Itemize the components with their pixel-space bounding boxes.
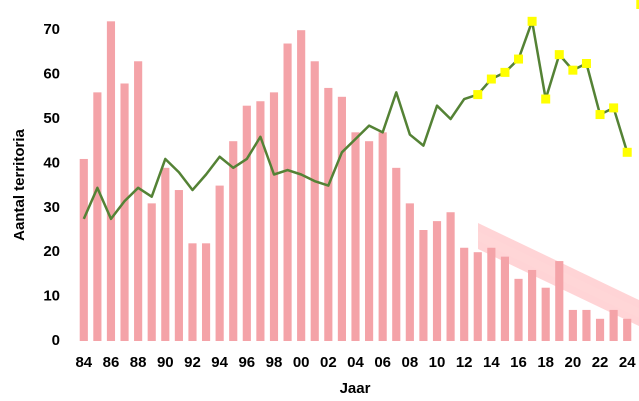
bar [568,309,577,341]
x-tick-label: 16 [510,354,527,371]
x-tick-label: 96 [238,354,255,371]
bar [595,318,605,341]
marker [527,16,537,26]
marker [500,67,510,77]
bar [229,141,238,341]
bar [161,167,170,341]
x-tick-label: 20 [565,354,582,371]
x-tick-label: 18 [537,354,554,371]
bar [256,101,265,342]
x-tick-label: 22 [592,354,609,371]
x-tick-label: 84 [75,354,92,371]
x-tick-label: 98 [266,354,283,371]
bar [541,287,550,341]
y-tick-label: 30 [43,199,60,216]
bar [120,83,129,341]
bar [528,269,537,341]
bar [106,21,116,341]
marker [636,0,639,9]
bar [297,30,306,341]
marker [595,110,605,120]
marker [486,74,496,84]
bar [623,318,632,341]
x-tick-label: 88 [130,354,147,371]
bar [392,167,401,341]
bar [487,247,496,341]
x-tick-label: 14 [483,354,500,371]
bar [582,309,591,341]
bar [215,185,224,341]
bar [365,141,374,341]
bar [405,203,414,341]
bar [93,92,102,341]
y-tick-label: 50 [43,110,60,127]
bar [188,243,197,341]
bar [432,221,442,341]
marker [514,54,524,64]
x-tick-label: 10 [429,354,446,371]
x-tick-label: 00 [293,354,310,371]
line [82,20,629,221]
bar [242,105,251,342]
bar [460,247,469,341]
marker [554,50,564,60]
x-tick-label: 06 [374,354,391,371]
bar [324,87,333,341]
bar [500,256,510,341]
x-tick-label: 90 [157,354,174,371]
y-tick-label: 60 [43,66,60,83]
x-tick-label: 12 [456,354,473,371]
bar [337,96,346,341]
bar [473,252,482,341]
y-tick-label: 0 [52,332,60,349]
bar [134,61,143,341]
bar [147,203,156,341]
x-tick-label: 08 [401,354,418,371]
bar [174,190,183,341]
x-tick-label: 86 [103,354,120,371]
y-tick-label: 70 [43,21,60,38]
marker [609,103,619,113]
y-tick-label: 10 [43,288,60,305]
bar [514,278,523,341]
x-tick-label: 24 [619,354,636,371]
x-axis-title: Jaar [340,380,371,397]
x-tick-label: 04 [347,354,364,371]
bar [201,243,211,341]
bar [419,230,428,341]
marker [622,147,632,157]
bar [283,43,292,342]
y-tick-label: 20 [43,243,60,260]
bar [555,261,564,341]
bar [609,309,618,341]
marker [568,65,578,75]
bar [79,158,88,341]
bar [446,212,455,341]
bar [310,61,319,341]
bar [378,132,387,341]
x-tick-label: 92 [184,354,201,371]
y-tick-label: 40 [43,154,60,171]
bar [269,92,279,341]
x-tick-label: 94 [211,354,228,371]
marker [473,90,483,100]
x-tick-label: 02 [320,354,337,371]
bar [351,132,360,341]
y-axis-title: Aantal territoria [11,128,28,240]
marker [541,94,551,104]
marker [581,59,591,68]
